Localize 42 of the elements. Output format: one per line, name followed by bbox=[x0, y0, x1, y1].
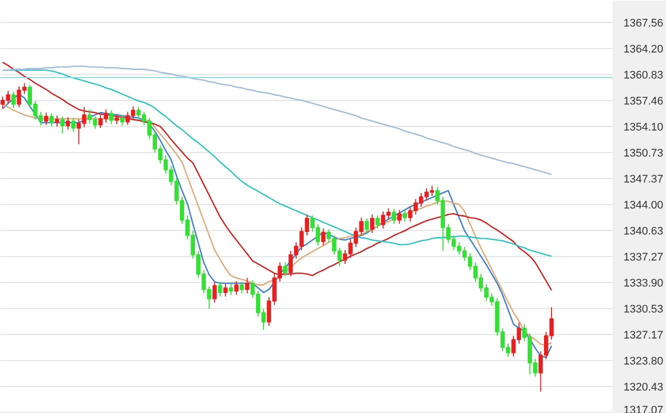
line-series bbox=[2, 62, 552, 291]
candlestick bbox=[11, 91, 16, 108]
candlestick bbox=[364, 218, 369, 234]
candlestick bbox=[120, 114, 124, 126]
candlestick bbox=[49, 112, 54, 127]
candlestick bbox=[212, 281, 217, 304]
y-tick-label: 1350.73 bbox=[624, 148, 664, 160]
y-tick-label: 1320.43 bbox=[624, 382, 664, 394]
candlestick bbox=[234, 280, 238, 296]
candlestick bbox=[240, 281, 244, 294]
y-tick-label: 1344.00 bbox=[624, 199, 664, 212]
y-tick-label: 1364.20 bbox=[624, 43, 664, 56]
y-tick-label: 1347.37 bbox=[624, 173, 664, 186]
candlestick bbox=[114, 114, 119, 125]
y-tick-label: 1337.27 bbox=[624, 251, 664, 264]
candlestick bbox=[376, 214, 380, 229]
candlestick bbox=[223, 284, 228, 297]
y-tick-label: 1360.83 bbox=[624, 69, 664, 82]
candlestick bbox=[66, 116, 70, 130]
candlestick bbox=[60, 116, 65, 134]
y-tick-label: 1323.80 bbox=[624, 356, 664, 368]
candlestick bbox=[228, 284, 234, 296]
candlestick bbox=[218, 281, 222, 297]
candlestick bbox=[402, 210, 407, 222]
y-tick-label: 1327.17 bbox=[624, 329, 664, 342]
candlestick bbox=[54, 115, 60, 127]
candlestick bbox=[109, 110, 114, 125]
candlestick bbox=[370, 214, 374, 234]
candlestick bbox=[245, 277, 250, 294]
y-tick-label: 1333.90 bbox=[624, 278, 664, 290]
y-tick-label: 1357.46 bbox=[624, 96, 664, 108]
y-tick-label: 1367.56 bbox=[624, 18, 664, 30]
line-series bbox=[2, 66, 552, 176]
candlestick bbox=[283, 262, 288, 277]
y-tick-label: 1340.63 bbox=[624, 226, 664, 238]
candlestick bbox=[397, 209, 402, 224]
candlestick bbox=[44, 112, 48, 126]
y-tick-label: 1354.10 bbox=[624, 121, 664, 134]
candlestick bbox=[71, 117, 76, 132]
y-tick-label: 1330.53 bbox=[624, 304, 664, 316]
candlestick bbox=[392, 208, 396, 224]
candlestick bbox=[321, 228, 326, 246]
